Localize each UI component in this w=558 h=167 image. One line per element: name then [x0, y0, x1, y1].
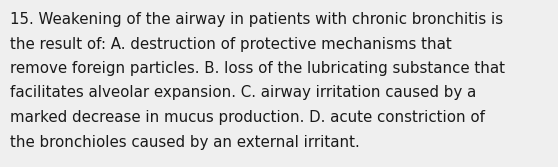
Text: the bronchioles caused by an external irritant.: the bronchioles caused by an external ir… [10, 134, 360, 149]
Text: the result of: A. destruction of protective mechanisms that: the result of: A. destruction of protect… [10, 37, 452, 51]
Text: remove foreign particles. B. loss of the lubricating substance that: remove foreign particles. B. loss of the… [10, 61, 505, 76]
Text: marked decrease in mucus production. D. acute constriction of: marked decrease in mucus production. D. … [10, 110, 485, 125]
Text: facilitates alveolar expansion. C. airway irritation caused by a: facilitates alveolar expansion. C. airwa… [10, 86, 476, 101]
Text: 15. Weakening of the airway in patients with chronic bronchitis is: 15. Weakening of the airway in patients … [10, 12, 503, 27]
